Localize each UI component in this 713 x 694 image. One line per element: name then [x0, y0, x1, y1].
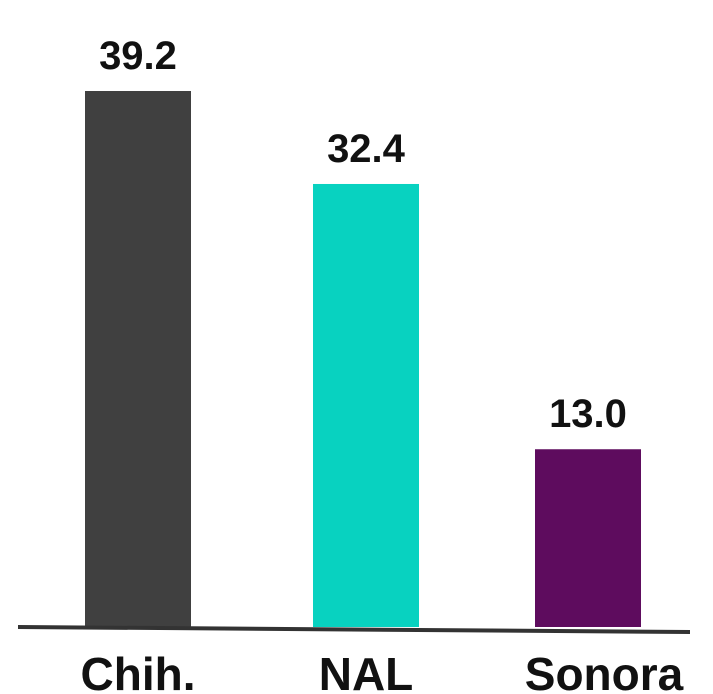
bar-sonora — [535, 449, 641, 627]
x-axis-line — [17, 625, 691, 634]
category-label-chih: Chih. — [81, 648, 196, 694]
value-label-sonora: 13.0 — [549, 392, 627, 436]
category-label-sonora: Sonora — [525, 648, 684, 694]
value-labels-group: 39.2 32.4 13.0 — [99, 34, 627, 436]
value-label-chih: 39.2 — [99, 34, 177, 78]
value-label-nal: 32.4 — [327, 127, 406, 171]
bars-group — [85, 91, 641, 627]
category-labels-group: Chih. NAL Sonora — [81, 648, 684, 694]
bar-nal — [313, 183, 419, 627]
bar-chih — [85, 91, 191, 627]
category-label-nal: NAL — [319, 648, 414, 694]
